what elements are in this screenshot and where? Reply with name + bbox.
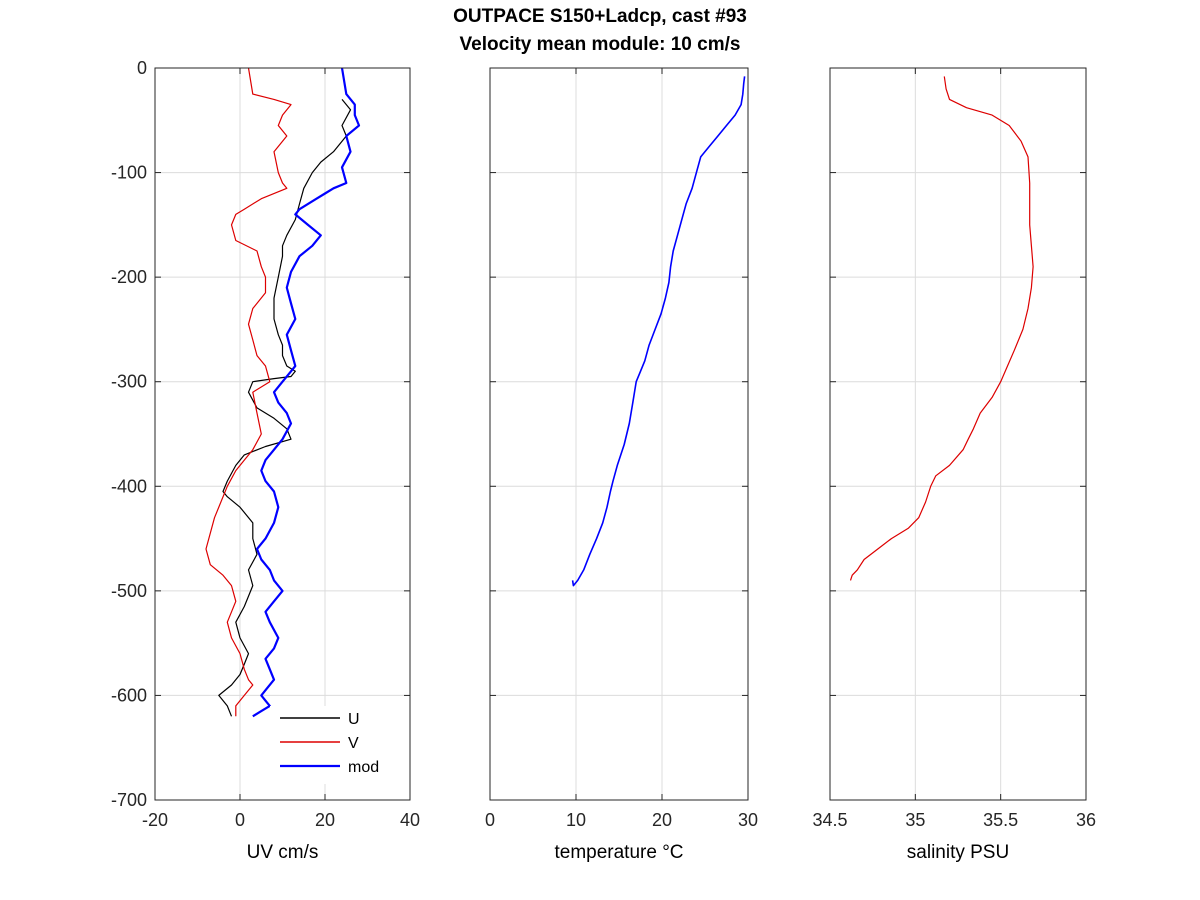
chart-title-line-1: OUTPACE S150+Ladcp, cast #93: [453, 6, 747, 27]
y-tick-label: -500: [111, 581, 147, 601]
y-tick-label: 0: [137, 58, 147, 78]
axes-salinity: 34.5 35 35.5 36: [812, 67, 1096, 830]
y-tick-label: -400: [111, 476, 147, 496]
axes-box: [829, 67, 1087, 801]
x-axis-label-salinity: salinity PSU: [906, 842, 1010, 863]
legend-label-v: V: [348, 735, 359, 752]
axes-velocity: -20 0 20 400-100-200-300-400-500-600-700UVm…: [111, 58, 420, 830]
y-tick-label: -100: [111, 163, 147, 183]
axes-box: [154, 67, 411, 801]
y-tick-label: -200: [111, 267, 147, 287]
x-tick-label: 34.5: [812, 810, 847, 830]
x-tick-label: -20: [142, 810, 168, 830]
legend-label-mod: mod: [348, 759, 379, 776]
series-line-salinity: [849, 76, 1034, 581]
y-tick-label: -600: [111, 685, 147, 705]
axes-background: [155, 68, 410, 800]
y-tick-label: -300: [111, 372, 147, 392]
x-tick-label: 36: [1076, 810, 1096, 830]
series-line-temperature: [571, 76, 746, 587]
x-tick-label: 20: [652, 810, 672, 830]
legend-label-u: U: [348, 711, 360, 728]
x-tick-label: 0: [235, 810, 245, 830]
x-axis-label-velocity: UV cm/s: [246, 842, 319, 863]
x-tick-label: 20: [315, 810, 335, 830]
series-line-u: [218, 99, 352, 717]
x-tick-label: 30: [738, 810, 758, 830]
axes-background: [490, 68, 748, 800]
chart-title-line-2: Velocity mean module: 10 cm/s: [459, 34, 741, 55]
x-tick-label: 0: [485, 810, 495, 830]
x-tick-label: 35.5: [983, 810, 1018, 830]
axes-box: [489, 67, 749, 801]
x-tick-label: 35: [905, 810, 925, 830]
axes-temperature: 0 10 20 30: [485, 67, 758, 830]
legend-box: [270, 706, 396, 784]
x-tick-label: 10: [566, 810, 586, 830]
axes-background: [830, 68, 1086, 800]
y-tick-label: -700: [111, 790, 147, 810]
x-axis-label-temperature: temperature °C: [554, 842, 684, 863]
x-tick-label: 40: [400, 810, 420, 830]
series-line-mod: [252, 67, 361, 718]
series-line-v: [205, 67, 292, 717]
